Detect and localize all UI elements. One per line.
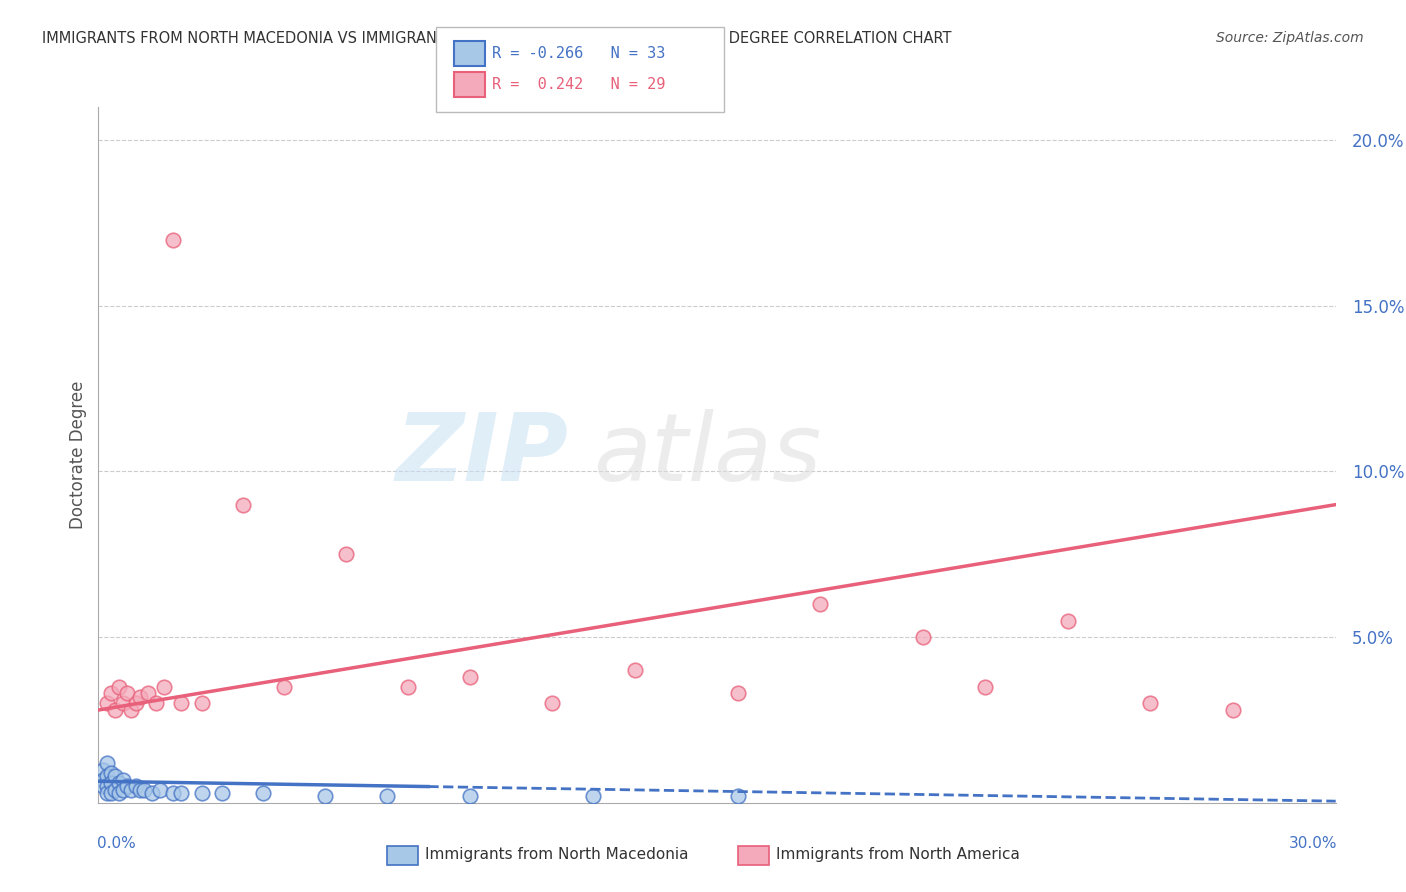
Point bbox=[91, 779, 114, 793]
Point bbox=[104, 769, 127, 783]
Point bbox=[727, 686, 749, 700]
Point bbox=[100, 786, 122, 800]
Point bbox=[252, 786, 274, 800]
Point bbox=[91, 772, 114, 787]
Point bbox=[1139, 697, 1161, 711]
Point bbox=[170, 697, 193, 711]
Point bbox=[96, 697, 118, 711]
Text: ZIP: ZIP bbox=[395, 409, 568, 501]
Point bbox=[1056, 614, 1078, 628]
Point bbox=[211, 786, 233, 800]
Point bbox=[108, 680, 131, 694]
Point bbox=[141, 786, 163, 800]
Point bbox=[96, 769, 118, 783]
Point bbox=[314, 789, 336, 804]
Text: IMMIGRANTS FROM NORTH MACEDONIA VS IMMIGRANTS FROM NORTH AMERICA DOCTORATE DEGRE: IMMIGRANTS FROM NORTH MACEDONIA VS IMMIG… bbox=[42, 31, 952, 46]
Point bbox=[120, 703, 142, 717]
Point bbox=[190, 697, 212, 711]
Point bbox=[912, 630, 935, 644]
Point bbox=[132, 782, 155, 797]
Point bbox=[100, 776, 122, 790]
Point bbox=[108, 786, 131, 800]
Text: 30.0%: 30.0% bbox=[1288, 836, 1337, 851]
Point bbox=[149, 782, 172, 797]
Point bbox=[190, 786, 212, 800]
Point bbox=[96, 779, 118, 793]
Point bbox=[145, 697, 167, 711]
Text: atlas: atlas bbox=[593, 409, 821, 500]
Point bbox=[458, 789, 481, 804]
Point bbox=[96, 756, 118, 770]
Point bbox=[1222, 703, 1244, 717]
Point bbox=[808, 597, 831, 611]
Point bbox=[117, 686, 139, 700]
Point bbox=[153, 680, 176, 694]
Point bbox=[232, 498, 254, 512]
Point bbox=[120, 782, 142, 797]
Point bbox=[170, 786, 193, 800]
Point bbox=[112, 782, 135, 797]
Text: 0.0%: 0.0% bbox=[97, 836, 136, 851]
Y-axis label: Doctorate Degree: Doctorate Degree bbox=[69, 381, 87, 529]
Point bbox=[974, 680, 997, 694]
Point bbox=[108, 776, 131, 790]
Text: Immigrants from North America: Immigrants from North America bbox=[776, 847, 1019, 862]
Point bbox=[162, 786, 184, 800]
Point bbox=[112, 772, 135, 787]
Point bbox=[124, 697, 146, 711]
Point bbox=[112, 697, 135, 711]
Point bbox=[375, 789, 398, 804]
Point bbox=[335, 547, 357, 561]
Point bbox=[623, 663, 645, 677]
Point bbox=[541, 697, 564, 711]
Point bbox=[96, 786, 118, 800]
Point bbox=[100, 766, 122, 780]
Point bbox=[91, 763, 114, 777]
Point bbox=[104, 782, 127, 797]
Point bbox=[162, 233, 184, 247]
Point bbox=[396, 680, 419, 694]
Point bbox=[136, 686, 159, 700]
Text: R =  0.242   N = 29: R = 0.242 N = 29 bbox=[492, 78, 665, 92]
Point bbox=[273, 680, 295, 694]
Text: Immigrants from North Macedonia: Immigrants from North Macedonia bbox=[425, 847, 688, 862]
Text: R = -0.266   N = 33: R = -0.266 N = 33 bbox=[492, 46, 665, 61]
Point bbox=[727, 789, 749, 804]
Point bbox=[128, 690, 150, 704]
Text: Source: ZipAtlas.com: Source: ZipAtlas.com bbox=[1216, 31, 1364, 45]
Point bbox=[124, 779, 146, 793]
Point bbox=[582, 789, 605, 804]
Point bbox=[100, 686, 122, 700]
Point bbox=[128, 782, 150, 797]
Point bbox=[117, 779, 139, 793]
Point bbox=[458, 670, 481, 684]
Point bbox=[104, 703, 127, 717]
